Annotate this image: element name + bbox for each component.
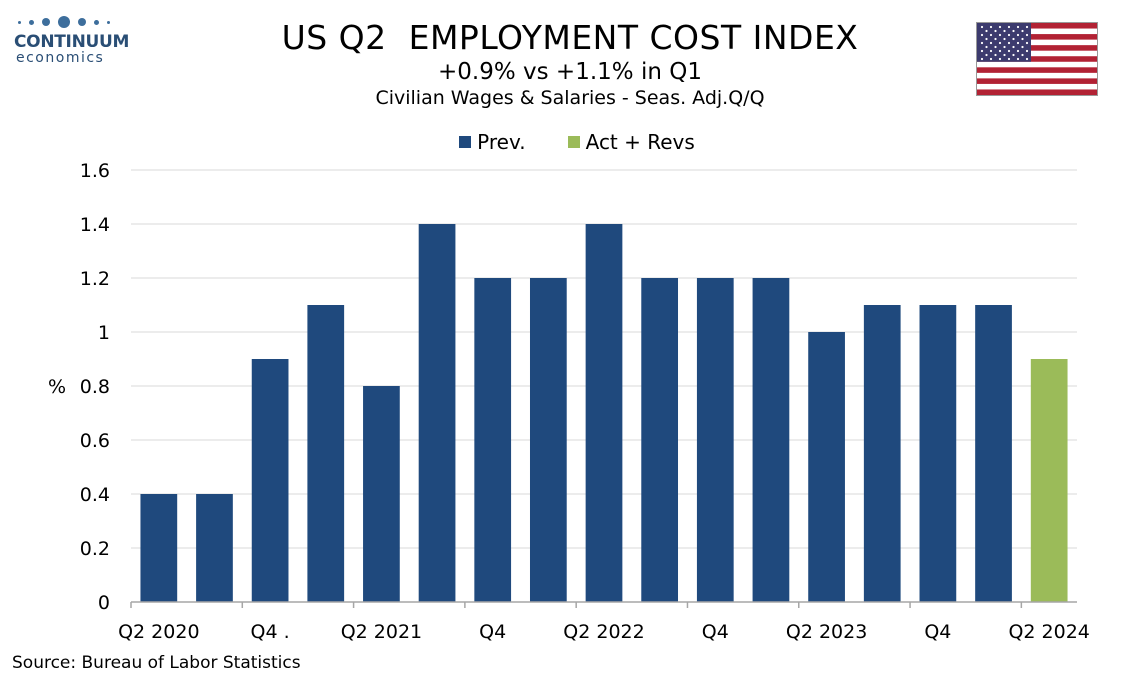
y-tick-label: 0.2 — [80, 538, 110, 560]
y-axis-label: % — [48, 376, 66, 398]
bar-prev — [140, 494, 178, 602]
legend-swatch-prev — [459, 136, 472, 148]
x-tick-label: Q2 2023 — [786, 621, 867, 643]
y-tick-label: 0.6 — [80, 430, 110, 452]
bar-prev — [752, 278, 790, 602]
legend-item-prev: Prev. — [459, 130, 526, 154]
chart-subtitle-2: Civilian Wages & Salaries - Seas. Adj.Q/… — [375, 87, 765, 109]
y-tick-label: 1.2 — [80, 268, 110, 290]
logo-dot — [58, 16, 70, 28]
bar-prev — [474, 278, 512, 602]
y-tick-label: 0.8 — [80, 376, 110, 398]
bar-prev — [863, 305, 901, 602]
bar-prev — [585, 224, 623, 602]
chart-subtitle: +0.9% vs +1.1% in Q1 — [438, 59, 702, 85]
x-tick-label: Q2 2020 — [118, 621, 199, 643]
x-tick-label: Q4 — [479, 621, 506, 643]
us-flag-icon — [976, 22, 1098, 96]
y-tick-label: 1.6 — [80, 160, 110, 182]
logo-dot — [29, 19, 34, 25]
logo-dot — [78, 18, 86, 26]
x-tick-label: Q4 — [924, 621, 951, 643]
bar-prev — [251, 359, 289, 602]
x-tick-label: Q2 2022 — [563, 621, 644, 643]
bar-prev — [196, 494, 233, 602]
chart-titles: US Q2 EMPLOYMENT COST INDEX +0.9% vs +1.… — [230, 18, 910, 110]
brand-logo: CONTINUUM economics — [14, 14, 144, 74]
bar-prev — [975, 305, 1012, 602]
chart-title: US Q2 EMPLOYMENT COST INDEX — [281, 18, 859, 57]
bar-act — [1030, 359, 1068, 602]
logo-dot — [18, 20, 21, 24]
bar-prev — [307, 305, 345, 602]
bar-prev — [641, 278, 679, 602]
source-note: Source: Bureau of Labor Statistics — [12, 653, 301, 673]
logo-dot — [94, 19, 99, 25]
logo-dot — [42, 18, 50, 26]
y-tick-label: 0 — [98, 592, 110, 614]
x-tick-label: Q4 . — [251, 621, 290, 643]
x-tick-label: Q4 — [702, 621, 729, 643]
legend-label-act: Act + Revs — [585, 130, 695, 154]
legend-label-prev: Prev. — [477, 130, 526, 154]
x-tick-label: Q2 2021 — [341, 621, 422, 643]
bar-prev — [696, 278, 734, 602]
logo-dot — [107, 20, 110, 24]
legend-swatch-act — [567, 136, 580, 148]
legend-item-act: Act + Revs — [567, 130, 695, 154]
brand-sub: economics — [16, 50, 105, 66]
y-tick-label: 1.4 — [80, 214, 110, 236]
y-tick-label: 0.4 — [80, 484, 110, 506]
chart-legend: Prev. Act + Revs — [0, 130, 1134, 154]
brand-name: CONTINUUM — [14, 32, 130, 52]
x-tick-label: Q2 2024 — [1008, 621, 1089, 643]
y-tick-label: 1 — [98, 322, 110, 344]
bar-prev — [418, 224, 456, 602]
bar-prev — [363, 386, 400, 602]
bar-prev — [808, 332, 845, 602]
bar-prev — [919, 305, 957, 602]
logo-dots — [18, 14, 144, 30]
bar-prev — [529, 278, 567, 602]
